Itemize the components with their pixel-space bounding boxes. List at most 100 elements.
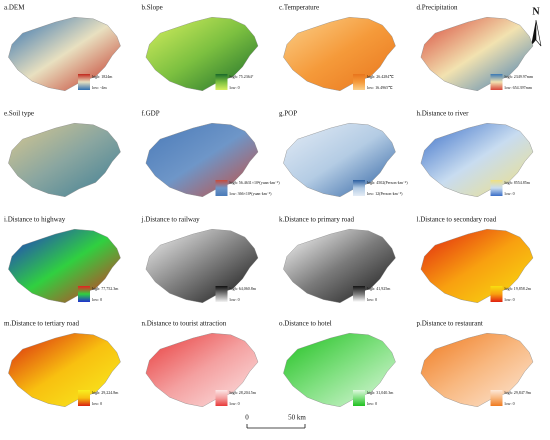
legend-ramp	[78, 286, 90, 302]
panel-title: i.Distance to highway	[4, 216, 66, 224]
panel-title: c.Temperature	[279, 4, 319, 12]
legend-ramp	[490, 74, 503, 90]
scale-bar: 0 50 km	[245, 414, 306, 429]
panel-title: e.Soil type	[4, 110, 34, 118]
map-panel: d.Precipitation high: 2349.97mm low: 654.3…	[417, 4, 534, 92]
arrow-left	[531, 20, 536, 46]
legend-high: high: 75.2364°	[230, 74, 254, 79]
legend-ramp	[215, 286, 228, 302]
legend-high: high: 64,060.8m	[230, 286, 257, 292]
legend-ramp	[78, 74, 90, 90]
legend-ramp	[353, 286, 365, 302]
legend-ramp	[215, 390, 228, 406]
map-panel: c.Temperature high: 26.4284℃ low: 16.4965℃	[279, 4, 396, 92]
map-panel: m.Distance to tertiary road high: 29,224.…	[4, 320, 121, 408]
island	[420, 332, 534, 408]
island	[283, 16, 396, 92]
legend-high: high: 28,204.5m	[230, 390, 257, 396]
legend-ramp	[353, 180, 365, 196]
legend-low: low: 654.397mm	[505, 85, 533, 90]
island	[145, 16, 259, 92]
island	[420, 122, 534, 198]
map-panel: o.Distance to hotel high: 31,040.3m low: 0	[279, 320, 396, 408]
north-label: N	[532, 6, 540, 17]
map-panel: h.Distance to river high: 8554.85m low: 0	[417, 110, 534, 198]
panel-title: d.Precipitation	[417, 4, 459, 12]
panel-title: a.DEM	[4, 4, 25, 12]
panel-title: l.Distance to secondary road	[417, 216, 497, 224]
map-panel: a.DEM high: 1824m low: -4m	[4, 4, 121, 92]
legend-high: high: 4502(Person·km⁻²)	[367, 180, 408, 185]
map-panel: l.Distance to secondary road high: 19,858…	[417, 216, 534, 304]
panel-title: n.Distance to tourist attraction	[142, 320, 227, 328]
island	[283, 228, 396, 304]
panel-title: j.Distance to railway	[141, 216, 201, 224]
legend-low: low: 0	[230, 297, 240, 302]
legend-ramp	[353, 74, 365, 90]
panel-title: b.Slope	[142, 4, 163, 12]
panel-title: g.POP	[279, 110, 297, 118]
scale-start: 0	[245, 414, 249, 422]
legend-high: high: 26.4284℃	[367, 74, 394, 79]
legend-low: low: 0	[505, 401, 515, 406]
legend-ramp	[78, 390, 90, 406]
legend-high: high: 41,925m	[367, 286, 391, 292]
legend-high: high: 29,847.9m	[505, 390, 532, 396]
map-panel: k.Distance to primary road high: 41,925m l…	[279, 216, 396, 304]
island	[8, 332, 121, 408]
legend-ramp	[353, 390, 365, 406]
island	[145, 122, 259, 198]
island	[145, 332, 259, 408]
legend-low: low: 0	[230, 85, 240, 90]
island	[283, 122, 396, 198]
legend-low: low: 0	[92, 297, 102, 302]
island	[8, 228, 121, 304]
map-panel: i.Distance to highway high: 77,752.3m low:…	[4, 216, 121, 304]
legend-low: low: 366×10⁴(yuan·km⁻²)	[230, 191, 273, 196]
legend-ramp	[215, 74, 228, 90]
map-panel: n.Distance to tourist attraction high: 28…	[142, 320, 259, 408]
island	[283, 332, 396, 408]
north-arrow: N	[531, 6, 542, 47]
map-panel: b.Slope high: 75.2364° low: 0	[142, 4, 259, 92]
legend-high: high: 1824m	[92, 74, 113, 79]
panel-title: o.Distance to hotel	[279, 320, 332, 328]
legend-ramp	[215, 180, 228, 196]
island	[8, 16, 121, 92]
legend-low: low: 0	[367, 401, 377, 406]
panel-title: h.Distance to river	[417, 110, 470, 118]
legend-low: low: 0	[367, 297, 377, 302]
legend-low: low: 16.4965℃	[367, 85, 393, 90]
legend-high: high: 77,752.3m	[92, 286, 119, 292]
legend-ramp	[490, 286, 503, 302]
panel-title: p.Distance to restaurant	[417, 320, 483, 328]
panel-title: m.Distance to tertiary road	[4, 320, 80, 328]
map-panel: p.Distance to restaurant high: 29,847.9m l…	[417, 320, 534, 408]
legend-high: high: 8554.85m	[505, 180, 531, 185]
legend-high: high: 56.4631×10⁴(yuan·km⁻²)	[230, 180, 281, 185]
scale-end: 50 km	[288, 414, 306, 422]
legend-high: high: 31,040.3m	[367, 390, 394, 396]
panel-title: f.GDP	[142, 110, 160, 118]
legend-low: low: -4m	[92, 85, 107, 90]
legend-ramp	[490, 390, 503, 406]
legend-ramp	[490, 180, 503, 196]
legend-low: low: 0	[505, 297, 515, 302]
legend-low: low: 0	[505, 191, 515, 196]
island	[420, 16, 534, 92]
legend-low: low: 0	[92, 401, 102, 406]
map-panel: g.POP high: 4502(Person·km⁻²) low: 12(Pers…	[279, 110, 408, 198]
island	[8, 122, 121, 198]
arrow-right	[535, 19, 542, 47]
map-panel: f.GDP high: 56.4631×10⁴(yuan·km⁻²) low: 36…	[142, 110, 281, 198]
map-panel: e.Soil type	[4, 110, 121, 198]
panel-title: k.Distance to primary road	[279, 216, 355, 224]
legend-high: high: 29,224.8m	[92, 390, 119, 396]
legend-low: low: 12(Person·km⁻²)	[367, 191, 403, 196]
legend-high: high: 19,858.2m	[505, 286, 532, 292]
island	[420, 228, 534, 304]
legend-high: high: 2349.97mm	[505, 74, 534, 79]
map-panel: j.Distance to railway high: 64,060.8m low:…	[141, 216, 259, 304]
legend-low: low: 0	[230, 401, 240, 406]
